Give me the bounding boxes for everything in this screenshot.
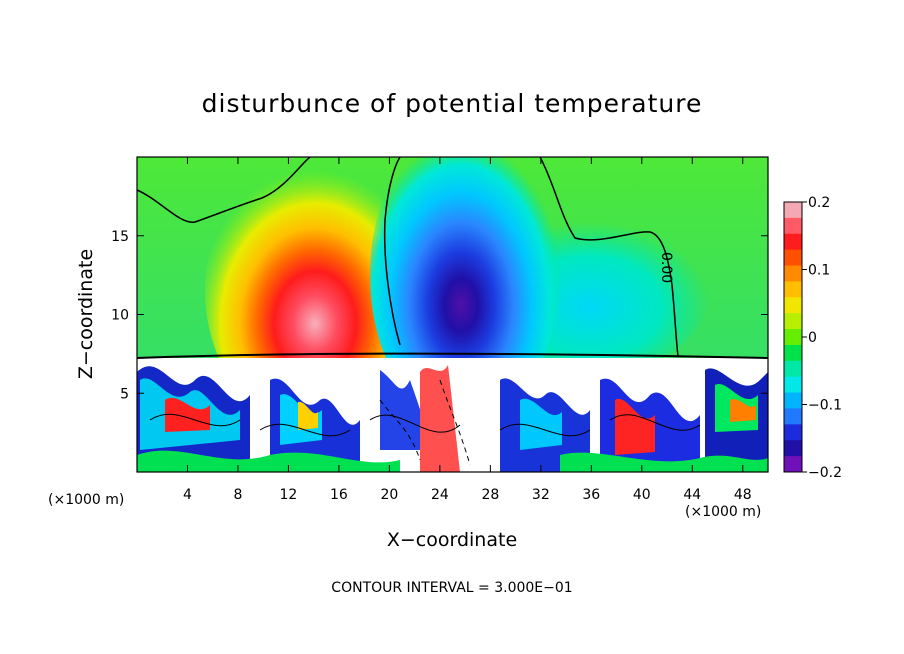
colorbar-tick-label: 0 <box>808 330 817 346</box>
chart-title: disturbunce of potential temperature <box>202 89 703 118</box>
x-tick-label: 4 <box>183 487 192 503</box>
colorbar-segment <box>784 265 802 282</box>
lower-turbulent-layer <box>137 352 768 472</box>
x-tick-label: 32 <box>532 487 550 503</box>
colorbar-segment <box>784 440 802 457</box>
x-tick-label: 16 <box>330 487 348 503</box>
x-unit-right: (×1000 m) <box>685 504 761 520</box>
x-axis-ticks: 4 8 12 16 20 24 28 32 36 40 44 48 <box>183 157 752 503</box>
x-tick-label: 40 <box>633 487 651 503</box>
x-tick-label: 36 <box>582 487 600 503</box>
y-tick-label: 15 <box>111 229 129 245</box>
zero-contours <box>137 157 679 357</box>
y-axis-label: Z−coordinate <box>75 249 97 379</box>
colorbar-segment <box>784 297 802 314</box>
colorbar-labels: 0.2 0.1 0 −0.1 −0.2 <box>802 195 842 481</box>
contour-interval-note: CONTOUR INTERVAL = 3.000E−01 <box>331 580 572 596</box>
colorbar-segment <box>784 344 802 362</box>
colorbar-segment <box>784 249 802 267</box>
y-axis-ticks: 5 10 15 <box>111 229 768 402</box>
colorbar-segment <box>784 281 802 298</box>
colorbar-segment <box>784 408 802 425</box>
x-tick-label: 44 <box>683 487 701 503</box>
colorbar-tick-label: 0.2 <box>808 195 830 211</box>
cold-anomaly <box>370 157 560 425</box>
colorbar-tick-label: −0.1 <box>808 398 842 414</box>
y-tick-label: 10 <box>111 308 129 324</box>
x-axis-label: X−coordinate <box>387 529 517 551</box>
zero-contour-label: 0.00 <box>658 252 674 283</box>
colorbar-segment <box>784 424 802 441</box>
x-tick-label: 28 <box>481 487 499 503</box>
x-tick-label: 48 <box>734 487 752 503</box>
colorbar-segment <box>784 392 802 409</box>
y-tick-label: 5 <box>120 386 129 402</box>
colorbar-segment <box>784 376 802 394</box>
x-tick-label: 8 <box>233 487 242 503</box>
colorbar-segment <box>784 360 802 378</box>
colorbar-segment <box>784 233 802 251</box>
colorbar-segment <box>784 329 802 346</box>
plot-area: 0.00 <box>137 157 768 472</box>
x-tick-label: 24 <box>431 487 449 503</box>
x-tick-label: 20 <box>380 487 398 503</box>
colorbar-segment <box>784 456 802 473</box>
colorbar <box>783 201 803 473</box>
colorbar-segment <box>784 217 802 235</box>
x-tick-label: 12 <box>280 487 298 503</box>
colorbar-tick-label: −0.2 <box>808 465 842 481</box>
colorbar-segment <box>784 202 802 219</box>
x-unit-left: (×1000 m) <box>48 492 124 508</box>
colorbar-segment <box>784 313 802 330</box>
colorbar-tick-label: 0.1 <box>808 263 830 279</box>
